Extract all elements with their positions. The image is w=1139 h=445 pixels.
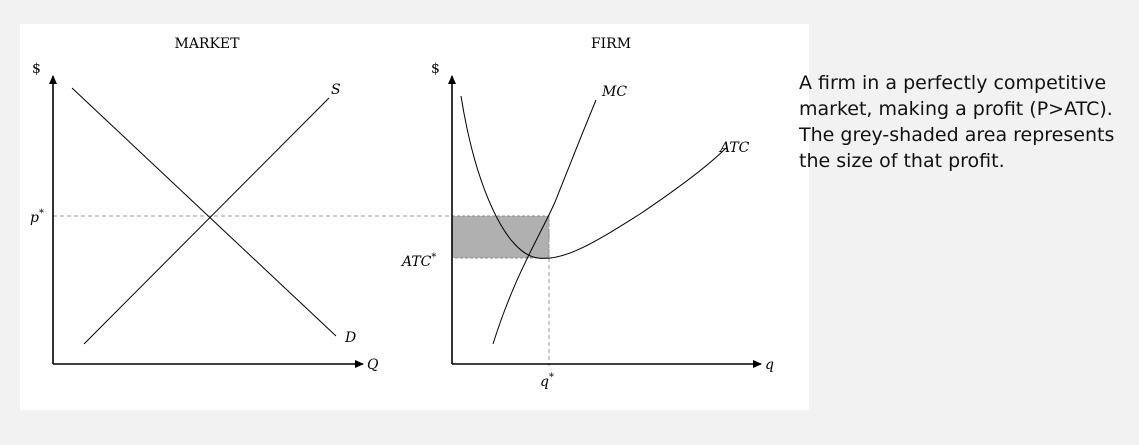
price-label: p* (30, 208, 44, 226)
caption-line-4: the size of that profit. (799, 150, 1005, 172)
mc-label: MC (601, 84, 627, 100)
supply-label: S (331, 82, 341, 98)
mc-curve (492, 99, 597, 345)
atc-curve (460, 95, 727, 259)
supply-curve (83, 97, 330, 345)
firm-y-axis-label: $ (431, 61, 440, 77)
firm-title: FIRM (591, 36, 631, 52)
market-y-axis-label: $ (32, 61, 41, 77)
market-x-axis-label: Q (367, 357, 379, 373)
q-star-label: q* (540, 372, 554, 390)
profit-area (451, 215, 550, 259)
atc-star-label: ATC* (400, 252, 436, 270)
caption-line-2: market, making a profit (P>ATC). (799, 98, 1113, 120)
caption-line-3: The grey-shaded area represents (799, 124, 1115, 146)
market-title: MARKET (174, 36, 240, 52)
diagram-svg: MARKET $ S D Q p* FIRM $ MC ATC ATC* (30, 36, 774, 390)
atc-label: ATC (718, 140, 750, 156)
demand-curve (71, 87, 337, 337)
caption-line-1: A firm in a perfectly competitive (799, 72, 1107, 94)
caption: A firm in a perfectly competitive market… (799, 70, 1131, 174)
firm-x-axis-label: q (765, 357, 774, 373)
diagram-panel: MARKET $ S D Q p* FIRM $ MC ATC ATC* (20, 24, 809, 410)
demand-label: D (344, 330, 356, 346)
